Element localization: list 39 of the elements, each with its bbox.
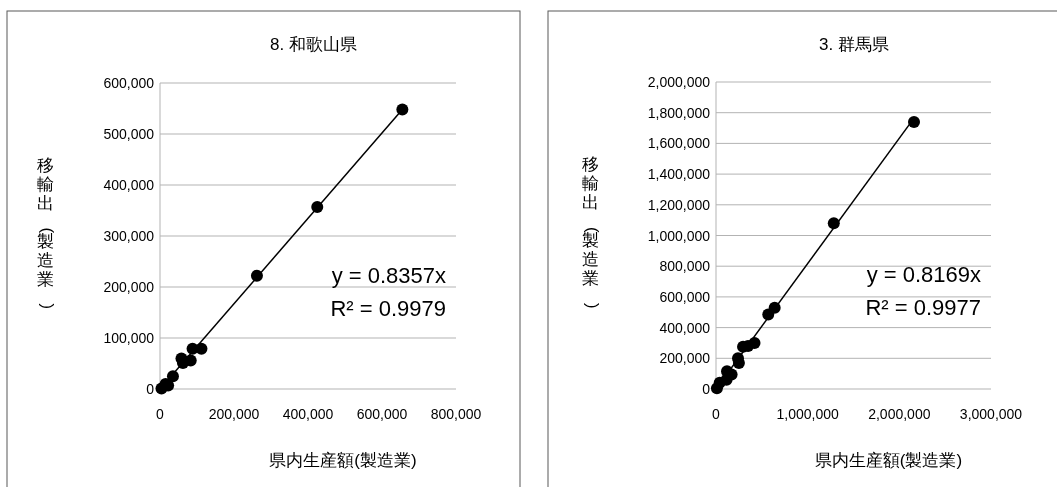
y-tick-label: 2,000,000 xyxy=(647,74,711,90)
y-axis-title: 移輸出(製造業) xyxy=(36,155,58,310)
x-tick-label: 0 xyxy=(156,406,165,422)
y-tick-label: 100,000 xyxy=(103,330,155,346)
y-tick-label: 1,000,000 xyxy=(647,227,711,244)
y-tick-label: 1,400,000 xyxy=(647,166,711,183)
x-tick-label: 1,000,000 xyxy=(776,406,840,422)
y-tick-label: 400,000 xyxy=(659,319,711,336)
annotation: R² = 0.9977 xyxy=(865,295,981,320)
x-tick-label: 2,000,000 xyxy=(868,406,931,422)
point xyxy=(710,382,723,395)
annotation: y = 0.8357x xyxy=(331,263,446,288)
y-tick-label: 0 xyxy=(146,381,155,397)
x-tick-label: 600,000 xyxy=(356,406,408,422)
x-tick-label: 800,000 xyxy=(430,406,482,422)
x-tick-label: 400,000 xyxy=(282,406,334,422)
annotation: R² = 0.9979 xyxy=(330,296,446,321)
y-tick-label: 1,600,000 xyxy=(647,135,711,152)
x-tick-label: 200,000 xyxy=(208,406,260,422)
y-tick-label: 800,000 xyxy=(659,258,711,275)
y-tick-label: 600,000 xyxy=(659,288,711,305)
y-tick-label: 200,000 xyxy=(659,350,711,367)
y-axis-title: 移輸出(製造業) xyxy=(581,155,603,309)
y-tick-label: 300,000 xyxy=(103,228,155,244)
y-tick-label: 0 xyxy=(702,381,711,397)
chart-title: 8. 和歌山県 xyxy=(270,35,357,54)
y-tick-label: 600,000 xyxy=(103,75,155,91)
x-axis-title: 県内生産額(製造業) xyxy=(814,451,963,470)
y-tick-label: 500,000 xyxy=(103,126,155,142)
y-tick-label: 1,200,000 xyxy=(647,196,711,213)
annotation: y = 0.8169x xyxy=(866,262,981,287)
x-tick-label: 3,000,000 xyxy=(959,406,1023,422)
y-tick-label: 1,800,000 xyxy=(647,104,711,121)
x-axis-title: 県内生産額(製造業) xyxy=(269,451,417,470)
point xyxy=(908,115,920,128)
y-tick-label: 200,000 xyxy=(103,279,155,295)
y-tick-label: 400,000 xyxy=(103,177,155,193)
x-tick-label: 0 xyxy=(712,406,721,422)
chart-title: 3. 群馬県 xyxy=(819,35,889,54)
